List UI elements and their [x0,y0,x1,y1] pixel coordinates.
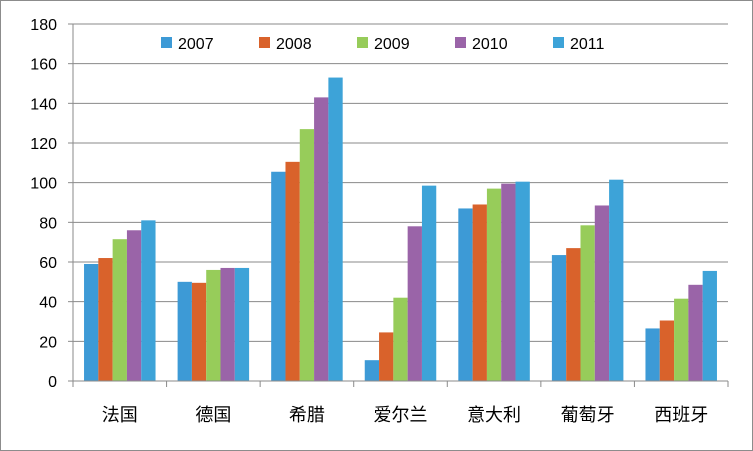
bar-2008 [98,258,113,381]
legend-swatch-2008 [259,37,270,48]
y-tick-label: 140 [30,96,57,113]
legend: 2007 2008 2009 2010 2011 [161,36,605,53]
bar-2009 [206,269,221,381]
y-tick-labels: 0 20 40 60 80 100 120 140 160 180 [30,17,57,391]
bar-2009 [486,188,502,381]
y-tick-label: 100 [30,176,57,193]
bar-2009 [674,298,689,381]
bar-2011 [702,270,717,381]
legend-swatch-2009 [357,37,368,48]
bar-2007 [364,360,380,381]
bar-2007 [271,171,286,381]
x-tick-label: 希腊 [289,405,325,425]
bar-2010 [594,205,610,381]
bar-2010 [314,97,329,381]
x-tick-label: 西班牙 [654,405,708,425]
x-tick-label: 德国 [195,405,231,425]
bar-2008 [566,248,581,381]
bar-2010 [126,230,142,381]
bar-2007 [458,208,473,381]
legend-label: 2011 [570,36,605,53]
x-tick-label: 爱尔兰 [374,405,428,425]
bar-2010 [220,267,235,381]
y-tick-label: 40 [39,295,57,312]
bars [84,77,717,382]
legend-label: 2008 [276,36,312,53]
legend-label: 2007 [178,36,214,53]
x-tick-label: 法国 [102,405,138,425]
legend-label: 2010 [472,36,508,53]
y-tick-label: 0 [48,374,57,391]
x-tick-labels: 法国 德国 希腊 爱尔兰 意大利 葡萄牙 西班牙 [102,405,708,425]
bar-2007 [645,328,660,381]
bar-2008 [472,204,487,381]
y-tick-label: 160 [30,57,57,74]
bar-2008 [379,332,394,381]
x-tick-label: 意大利 [467,405,521,425]
gridlines [73,23,728,342]
bar-2010 [501,183,516,381]
bar-2008 [191,282,207,381]
bar-2011 [328,77,343,382]
legend-swatch-2007 [161,37,172,48]
y-tick-label: 80 [39,215,57,232]
bar-2009 [112,239,127,381]
y-tick-label: 20 [39,334,57,351]
axes [68,23,729,387]
legend-label: 2009 [374,36,410,53]
bar-2009 [393,297,408,381]
x-tick-label: 葡萄牙 [561,405,615,425]
legend-swatch-2011 [553,37,564,48]
bar-2009 [299,129,315,381]
bar-2011 [515,181,530,381]
bar-2011 [141,220,156,381]
bar-2011 [609,179,624,381]
legend-swatch-2010 [455,37,466,48]
bar-2011 [234,267,250,381]
y-tick-label: 60 [39,255,57,272]
bar-2010 [407,226,422,381]
bar-2011 [421,185,437,381]
bar-2008 [659,320,675,381]
y-tick-label: 180 [30,17,57,34]
bar-2009 [580,225,595,381]
y-tick-label: 120 [30,136,57,153]
bar-2007 [551,255,567,381]
bar-2010 [688,284,703,381]
bar-2007 [177,281,192,381]
bar-2007 [84,263,99,381]
bar-2008 [285,161,300,381]
